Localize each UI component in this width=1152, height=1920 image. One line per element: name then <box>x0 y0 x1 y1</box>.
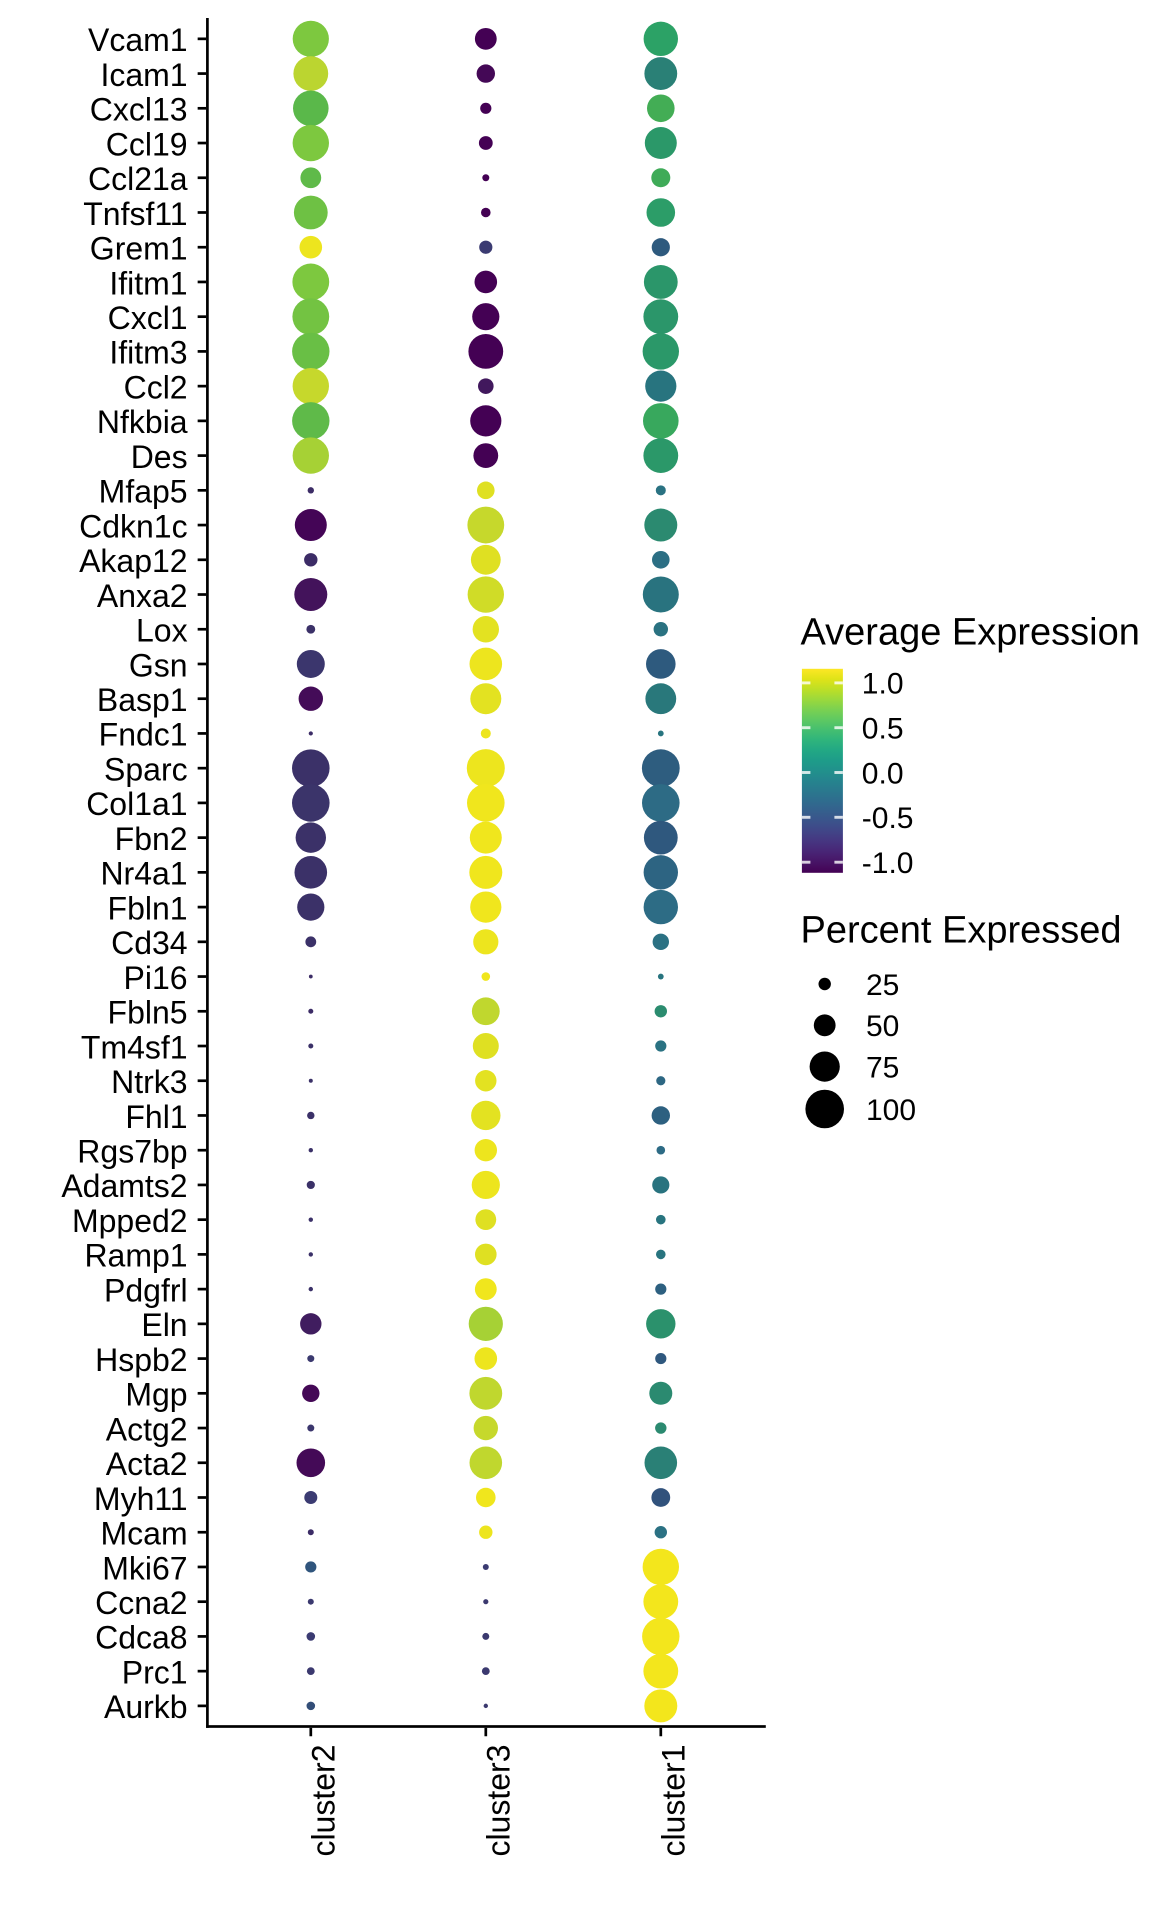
svg-text:Vcam1: Vcam1 <box>88 22 188 58</box>
svg-text:Prc1: Prc1 <box>122 1654 188 1690</box>
svg-text:50: 50 <box>866 1010 899 1043</box>
svg-text:Myh11: Myh11 <box>94 1481 188 1517</box>
svg-text:Sparc: Sparc <box>104 751 188 787</box>
svg-text:Ccl19: Ccl19 <box>106 126 188 162</box>
svg-text:Ccl21a: Ccl21a <box>88 161 188 197</box>
svg-text:Pi16: Pi16 <box>124 960 188 996</box>
svg-text:Mpped2: Mpped2 <box>72 1203 188 1239</box>
svg-text:Pdgfrl: Pdgfrl <box>104 1272 188 1308</box>
svg-text:Fhl1: Fhl1 <box>125 1099 187 1135</box>
svg-text:Cxcl1: Cxcl1 <box>108 300 188 336</box>
svg-text:Fbn2: Fbn2 <box>115 821 188 857</box>
svg-text:Anxa2: Anxa2 <box>97 578 188 614</box>
svg-text:Mfap5: Mfap5 <box>99 474 188 510</box>
svg-text:Mgp: Mgp <box>125 1377 187 1413</box>
svg-text:Rgs7bp: Rgs7bp <box>77 1134 187 1170</box>
svg-text:Ccna2: Ccna2 <box>95 1585 188 1621</box>
svg-text:1.0: 1.0 <box>862 668 904 701</box>
svg-text:Icam1: Icam1 <box>100 57 187 93</box>
svg-text:Akap12: Akap12 <box>79 543 188 579</box>
svg-text:Basp1: Basp1 <box>97 682 188 718</box>
svg-text:25: 25 <box>866 969 899 1002</box>
svg-text:-1.0: -1.0 <box>862 847 914 880</box>
svg-text:cluster3: cluster3 <box>481 1745 517 1857</box>
svg-text:Fbln5: Fbln5 <box>108 995 188 1031</box>
svg-text:Ccl2: Ccl2 <box>124 369 188 405</box>
svg-text:Percent Expressed: Percent Expressed <box>801 910 1122 952</box>
svg-text:Fndc1: Fndc1 <box>99 717 188 753</box>
svg-text:Eln: Eln <box>141 1307 187 1343</box>
svg-text:Aurkb: Aurkb <box>104 1689 188 1725</box>
svg-text:Ntrk3: Ntrk3 <box>111 1064 187 1100</box>
svg-text:Average Expression: Average Expression <box>801 612 1140 654</box>
svg-text:Hspb2: Hspb2 <box>95 1342 188 1378</box>
svg-text:Actg2: Actg2 <box>106 1411 188 1447</box>
svg-text:0.0: 0.0 <box>862 757 904 790</box>
svg-text:cluster2: cluster2 <box>306 1745 342 1857</box>
svg-text:Adamts2: Adamts2 <box>61 1168 187 1204</box>
svg-text:Nr4a1: Nr4a1 <box>100 856 187 892</box>
svg-text:100: 100 <box>866 1094 916 1127</box>
svg-text:Mki67: Mki67 <box>102 1550 187 1586</box>
svg-text:75: 75 <box>866 1051 899 1084</box>
svg-text:cluster1: cluster1 <box>656 1745 692 1857</box>
svg-text:-0.5: -0.5 <box>862 802 914 835</box>
svg-text:Tm4sf1: Tm4sf1 <box>81 1029 188 1065</box>
svg-text:Cxcl13: Cxcl13 <box>90 92 188 128</box>
svg-text:Ifitm3: Ifitm3 <box>109 335 187 371</box>
svg-text:Grem1: Grem1 <box>90 231 188 267</box>
svg-text:Nfkbia: Nfkbia <box>97 404 188 440</box>
svg-text:Cdkn1c: Cdkn1c <box>79 508 188 544</box>
svg-text:Cdca8: Cdca8 <box>95 1620 188 1656</box>
svg-text:Col1a1: Col1a1 <box>86 786 187 822</box>
svg-text:Des: Des <box>131 439 188 475</box>
svg-text:Cd34: Cd34 <box>111 925 188 961</box>
svg-text:Fbln1: Fbln1 <box>108 890 188 926</box>
svg-text:Ramp1: Ramp1 <box>84 1238 187 1274</box>
svg-text:Lox: Lox <box>136 613 188 649</box>
svg-text:Mcam: Mcam <box>100 1516 187 1552</box>
svg-text:0.5: 0.5 <box>862 713 904 746</box>
svg-text:Gsn: Gsn <box>129 647 188 683</box>
svg-text:Ifitm1: Ifitm1 <box>109 265 187 301</box>
svg-text:Tnfsf11: Tnfsf11 <box>83 196 187 232</box>
svg-text:Acta2: Acta2 <box>106 1446 188 1482</box>
